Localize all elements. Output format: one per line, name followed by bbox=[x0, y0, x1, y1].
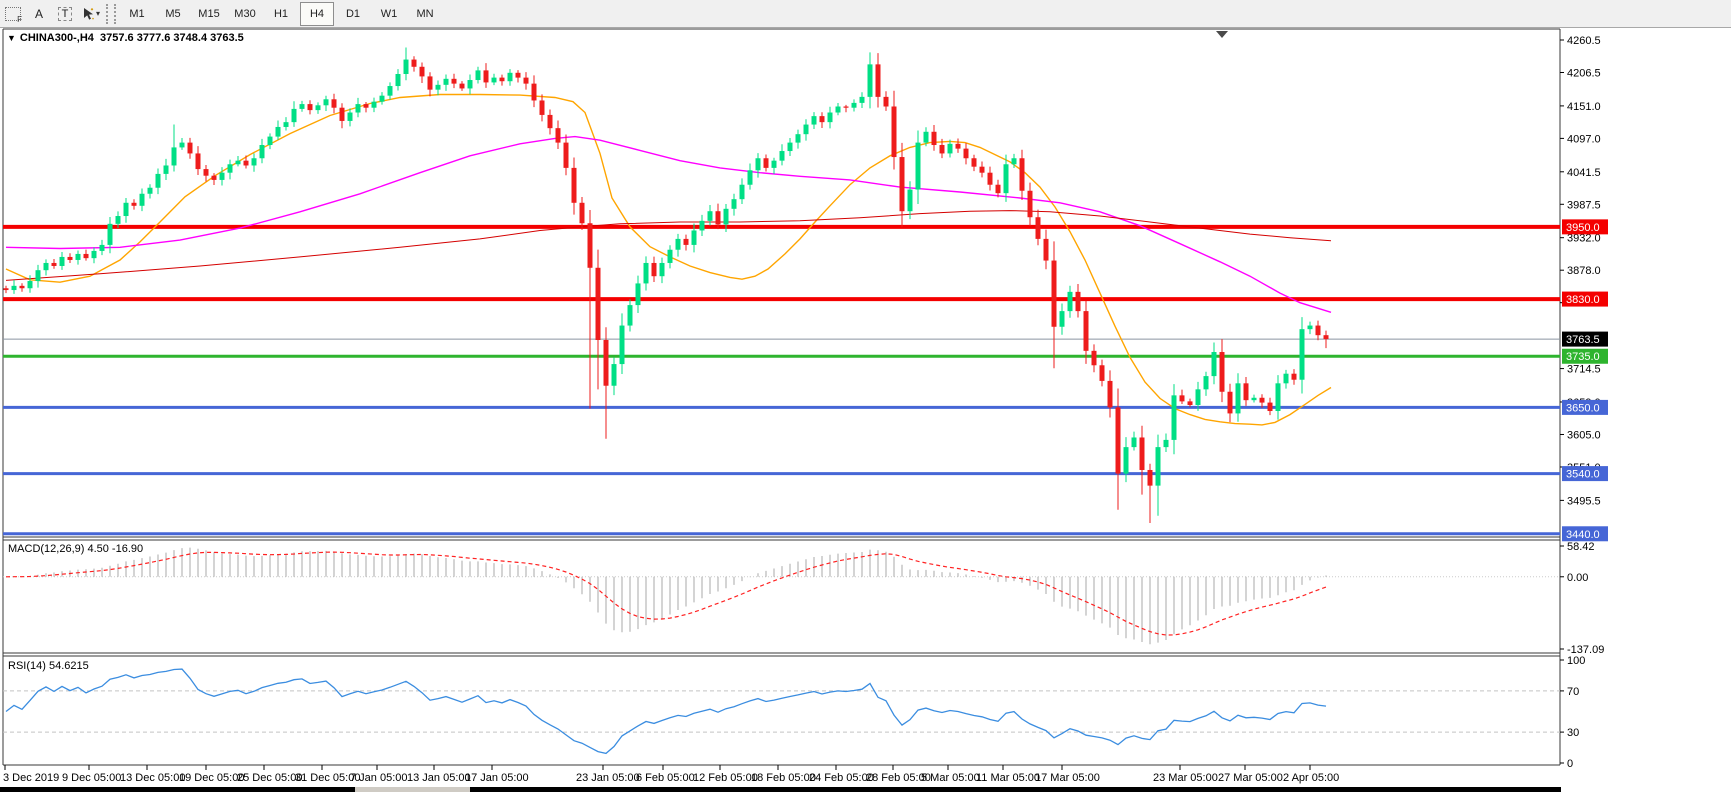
svg-text:3650.0: 3650.0 bbox=[1566, 402, 1600, 414]
timeframe-button-d1[interactable]: D1 bbox=[345, 7, 361, 20]
svg-text:3763.5: 3763.5 bbox=[1566, 334, 1600, 346]
svg-text:3440.0: 3440.0 bbox=[1566, 529, 1600, 541]
svg-text:2 Apr 05:00: 2 Apr 05:00 bbox=[1283, 772, 1339, 784]
svg-text:3735.0: 3735.0 bbox=[1566, 351, 1600, 363]
svg-text:3932.0: 3932.0 bbox=[1567, 233, 1601, 245]
timeframe-button-m30[interactable]: M30 bbox=[234, 7, 256, 20]
rsi-line bbox=[5, 668, 1327, 755]
svg-text:3950.0: 3950.0 bbox=[1566, 222, 1600, 234]
svg-text:12 Feb 05:00: 12 Feb 05:00 bbox=[693, 772, 758, 784]
svg-text:17 Jan 05:00: 17 Jan 05:00 bbox=[465, 772, 529, 784]
cursor-icon bbox=[83, 7, 94, 20]
svg-text:3878.0: 3878.0 bbox=[1567, 265, 1601, 277]
timeframe-button-mn[interactable]: MN bbox=[416, 7, 434, 20]
candlestick-series bbox=[3, 47, 1329, 523]
svg-text:3987.5: 3987.5 bbox=[1567, 199, 1601, 211]
shift-marker-icon bbox=[1216, 31, 1228, 38]
svg-text:31 Dec 05:00: 31 Dec 05:00 bbox=[295, 772, 360, 784]
svg-text:70: 70 bbox=[1567, 686, 1579, 698]
rsi-indicator-label: RSI(14) 54.6215 bbox=[8, 660, 89, 672]
text-box-icon[interactable]: T bbox=[53, 3, 77, 25]
svg-text:3830.0: 3830.0 bbox=[1566, 294, 1600, 306]
svg-text:18 Feb 05:00: 18 Feb 05:00 bbox=[751, 772, 816, 784]
svg-text:24 Feb 05:00: 24 Feb 05:00 bbox=[809, 772, 874, 784]
chart-symbol-period: CHINA300-,H4 bbox=[19, 32, 94, 44]
svg-text:19 Dec 05:00: 19 Dec 05:00 bbox=[179, 772, 244, 784]
svg-text:100: 100 bbox=[1567, 655, 1585, 667]
svg-text:23 Jan 05:00: 23 Jan 05:00 bbox=[576, 772, 640, 784]
svg-text:23 Mar 05:00: 23 Mar 05:00 bbox=[1153, 772, 1218, 784]
svg-text:4097.0: 4097.0 bbox=[1567, 133, 1601, 145]
svg-text:3714.5: 3714.5 bbox=[1567, 364, 1601, 376]
ma-slow-darkred bbox=[5, 210, 1332, 281]
svg-text:9 Dec 05:00: 9 Dec 05:00 bbox=[62, 772, 121, 784]
svg-text:58.42: 58.42 bbox=[1567, 541, 1595, 553]
window-bottom-edge bbox=[0, 787, 1561, 792]
svg-text:11 Mar 05:00: 11 Mar 05:00 bbox=[976, 772, 1040, 784]
collapse-triangle-icon[interactable]: ▼ bbox=[7, 33, 16, 43]
ma-mid-magenta bbox=[5, 135, 1332, 313]
timeframe-button-h1[interactable]: H1 bbox=[273, 7, 289, 20]
timeframe-button-w1[interactable]: W1 bbox=[380, 7, 398, 20]
chart-title: ▼ CHINA300-,H4 3757.6 3777.6 3748.4 3763.… bbox=[7, 32, 244, 44]
toolbar-drag-handle[interactable] bbox=[106, 3, 116, 24]
svg-text:4041.5: 4041.5 bbox=[1567, 167, 1601, 179]
svg-text:3540.0: 3540.0 bbox=[1566, 469, 1600, 481]
main-price-panel[interactable] bbox=[3, 47, 1560, 536]
period-separators-icon[interactable]: F bbox=[1, 3, 25, 25]
letter-a-icon[interactable]: A bbox=[34, 6, 43, 21]
timeframe-button-m1[interactable]: M1 bbox=[129, 7, 145, 20]
svg-text:7 Jan 05:00: 7 Jan 05:00 bbox=[350, 772, 408, 784]
macd-indicator-label: MACD(12,26,9) 4.50 -16.90 bbox=[8, 543, 144, 555]
timeframe-button-m15[interactable]: M15 bbox=[198, 7, 220, 20]
timeframe-button-m5[interactable]: M5 bbox=[165, 7, 181, 20]
timeframe-button-group: M1 M5 M15 M30 H1 H4 D1 W1 MN bbox=[119, 1, 443, 26]
svg-text:13 Jan 05:00: 13 Jan 05:00 bbox=[407, 772, 471, 784]
svg-text:3 Dec 2019: 3 Dec 2019 bbox=[3, 772, 59, 784]
svg-text:0: 0 bbox=[1567, 758, 1573, 770]
svg-text:3495.5: 3495.5 bbox=[1567, 495, 1601, 507]
svg-text:25 Dec 05:00: 25 Dec 05:00 bbox=[237, 772, 302, 784]
svg-text:5 Mar 05:00: 5 Mar 05:00 bbox=[921, 772, 980, 784]
svg-text:13 Dec 05:00: 13 Dec 05:00 bbox=[120, 772, 185, 784]
svg-text:0.00: 0.00 bbox=[1567, 572, 1588, 584]
toolbar: F A T ▾ M1 M5 M15 M30 H1 H4 D1 W1 MN bbox=[0, 0, 1731, 28]
timeframe-button-h4[interactable]: H4 bbox=[300, 1, 334, 26]
svg-text:-137.09: -137.09 bbox=[1567, 644, 1604, 656]
svg-text:4151.0: 4151.0 bbox=[1567, 101, 1601, 113]
chart-ohlc-values: 3757.6 3777.6 3748.4 3763.5 bbox=[100, 32, 244, 44]
svg-text:28 Feb 05:00: 28 Feb 05:00 bbox=[866, 772, 931, 784]
svg-text:4260.5: 4260.5 bbox=[1567, 35, 1601, 47]
svg-text:3605.0: 3605.0 bbox=[1567, 429, 1601, 441]
svg-text:27 Mar 05:00: 27 Mar 05:00 bbox=[1218, 772, 1283, 784]
svg-text:30: 30 bbox=[1567, 727, 1579, 739]
svg-text:6 Feb 05:00: 6 Feb 05:00 bbox=[636, 772, 695, 784]
cursor-tool-icon[interactable]: ▾ bbox=[79, 3, 103, 25]
svg-text:4206.5: 4206.5 bbox=[1567, 67, 1601, 79]
dropdown-arrow-icon[interactable]: ▾ bbox=[95, 9, 100, 18]
svg-text:17 Mar 05:00: 17 Mar 05:00 bbox=[1035, 772, 1100, 784]
macd-signal-line bbox=[5, 551, 1327, 636]
